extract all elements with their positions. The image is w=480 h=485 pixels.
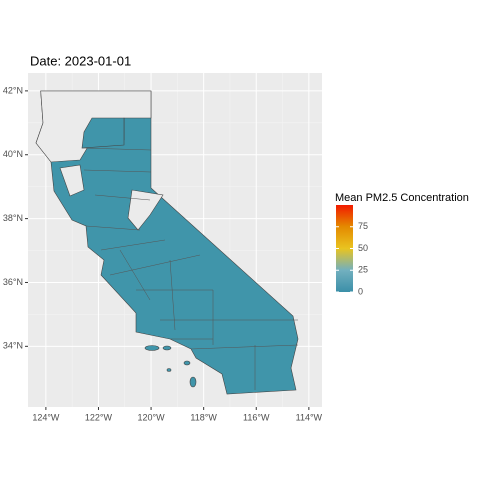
x-tick-label: 116°W <box>243 412 270 422</box>
legend-title: Mean PM2.5 Concentration <box>335 192 469 204</box>
y-tick-label: 42°N <box>3 85 23 95</box>
colorbar-label: 25 <box>358 265 368 275</box>
colorbar-label: 0 <box>358 286 363 296</box>
na-counties <box>59 164 85 197</box>
county-borders <box>81 147 299 390</box>
x-tick-label: 114°W <box>296 412 323 422</box>
y-tick-label: 40°N <box>3 149 23 159</box>
islands <box>144 345 197 388</box>
x-tick-label: 124°W <box>32 412 60 422</box>
x-tick-label: 122°W <box>85 412 113 422</box>
na-counties <box>127 189 164 231</box>
title: Date: 2023-01-01 <box>30 53 131 68</box>
axes: 124°W 122°W 120°W 118°W 116°W 114°W 34°N 36°N 38… <box>3 85 323 422</box>
y-tick-label: 36°N <box>3 277 23 287</box>
county <box>81 117 125 149</box>
colorbar-label: 50 <box>358 243 368 253</box>
x-tick-label: 118°W <box>190 412 217 422</box>
state <box>35 90 299 395</box>
y-tick-label: 38°N <box>3 213 23 223</box>
colorbar-label: 75 <box>358 221 368 231</box>
x-tick-label: 120°W <box>138 412 166 422</box>
y-tick-label: 34°N <box>3 341 23 351</box>
legend: 0 25 50 75 <box>336 221 368 296</box>
california <box>35 90 299 395</box>
colorbar <box>336 205 353 292</box>
